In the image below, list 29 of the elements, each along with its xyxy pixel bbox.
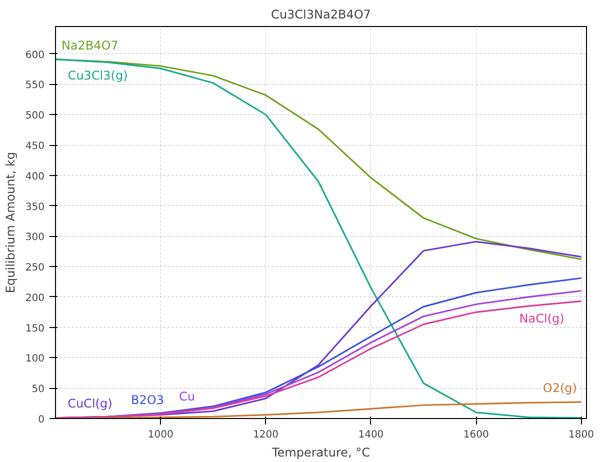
x-tick-label: 1800 [568,430,594,440]
y-tick-label: 250 [25,262,45,274]
chart-title: Cu3Cl3Na2B4O7 [271,8,371,22]
x-tick-label: 1200 [253,430,279,440]
y-tick-label: 450 [25,141,45,152]
x-tick-label: 1600 [463,430,489,440]
x-tick-label: 1000 [148,430,174,440]
series-label: Na2B4O7 [61,38,118,52]
y-tick-label: 200 [25,292,45,304]
y-tick-label: 50 [32,384,45,396]
y-tick-label: 500 [25,110,45,122]
y-tick-label: 300 [25,232,45,244]
y-tick-label: 600 [25,50,45,61]
y-tick-label: 350 [25,202,45,213]
y-tick-label: 400 [25,171,45,182]
series-label: CuCl(g) [68,396,112,410]
line-series [56,58,582,418]
y-tick-label: 550 [25,80,45,92]
y-tick-label: 150 [25,323,45,334]
series-label: O2(g) [542,381,577,396]
y-tick-label: 100 [25,354,45,365]
series-label: Cu [178,390,195,404]
y-tick-label: 0 [38,414,45,426]
series-label: NaCl(g) [519,312,564,326]
y-axis-title: Equilibrium Amount, kg [3,152,18,294]
x-tick-label: 1400 [358,430,384,440]
series-label: Cu3Cl3(g) [68,68,128,82]
x-axis-title: Temperature, °C [270,446,370,460]
series-label: B2O3 [131,393,164,408]
